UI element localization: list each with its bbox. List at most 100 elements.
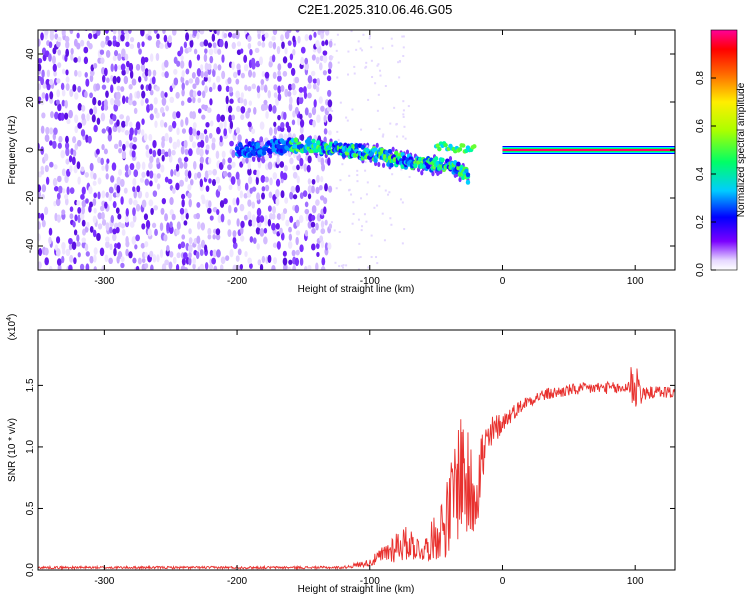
noise-blob — [111, 162, 117, 171]
noise-blob — [318, 96, 323, 104]
noise-blob — [247, 210, 252, 220]
noise-speck — [368, 35, 371, 38]
noise-blob — [65, 158, 70, 165]
noise-blob — [272, 71, 277, 80]
noise-blob — [170, 169, 174, 177]
noise-blob — [77, 85, 82, 93]
noise-blob — [116, 99, 121, 107]
noise-blob — [93, 124, 98, 133]
noise-blob — [69, 206, 74, 212]
noise-blob — [181, 70, 185, 78]
noise-blob — [133, 189, 137, 199]
noise-blob — [289, 96, 293, 105]
noise-blob — [132, 214, 137, 223]
noise-blob — [110, 215, 115, 224]
noise-blob — [236, 197, 240, 206]
noise-blob — [311, 106, 317, 116]
noise-blob — [144, 263, 149, 269]
noise-blob — [97, 212, 102, 220]
noise-blob — [110, 74, 114, 82]
noise-blob — [171, 213, 176, 221]
noise-blob — [307, 178, 311, 185]
noise-blob — [112, 114, 117, 122]
noise-blob — [187, 184, 192, 191]
noise-blob — [259, 136, 264, 143]
noise-blob — [255, 176, 259, 185]
y-tick-label: 0 — [25, 147, 36, 153]
noise-blob — [196, 171, 202, 179]
noise-blob — [261, 192, 265, 200]
noise-blob — [268, 103, 273, 112]
noise-blob — [144, 56, 149, 63]
noise-blob — [112, 35, 117, 41]
noise-blob — [76, 234, 80, 242]
colorbar-tick-label: 0.8 — [695, 71, 706, 85]
noise-blob — [201, 90, 206, 99]
noise-blob — [145, 84, 149, 92]
noise-blob — [267, 161, 273, 170]
noise-speck — [383, 239, 386, 242]
noise-blob — [209, 120, 214, 127]
noise-speck — [360, 229, 363, 232]
noise-blob — [191, 141, 197, 149]
noise-blob — [49, 265, 53, 270]
noise-blob — [161, 136, 166, 142]
noise-speck — [331, 55, 334, 58]
noise-blob — [148, 199, 154, 207]
noise-blob — [154, 120, 158, 128]
noise-blob — [213, 265, 218, 270]
noise-speck — [407, 105, 410, 108]
noise-blob — [175, 228, 180, 236]
noise-blob — [228, 105, 233, 114]
noise-blob — [64, 35, 70, 43]
noise-blob — [128, 84, 133, 90]
noise-blob — [260, 156, 266, 164]
noise-blob — [183, 156, 189, 162]
noise-blob — [289, 215, 294, 223]
noise-blob — [212, 82, 216, 90]
noise-blob — [132, 199, 138, 206]
noise-blob — [224, 40, 229, 49]
noise-blob — [244, 250, 248, 258]
noise-blob — [257, 91, 261, 99]
noise-speck — [367, 98, 370, 101]
noise-blob — [58, 135, 63, 143]
noise-blob — [61, 168, 66, 177]
noise-blob — [164, 176, 169, 183]
noise-blob — [264, 71, 270, 79]
noise-blob — [48, 53, 52, 62]
noise-speck — [402, 35, 405, 38]
noise-blob — [38, 184, 42, 193]
noise-blob — [137, 41, 141, 49]
noise-speck — [402, 54, 405, 57]
noise-blob — [179, 161, 184, 169]
noise-blob — [57, 175, 62, 183]
signal-blob — [387, 148, 393, 154]
noise-blob — [240, 220, 245, 229]
noise-blob — [100, 112, 106, 122]
noise-blob — [38, 38, 41, 47]
noise-blob — [185, 68, 190, 75]
noise-blob — [263, 236, 268, 245]
noise-speck — [365, 220, 368, 223]
noise-speck — [398, 76, 401, 79]
noise-blob — [257, 259, 262, 266]
noise-speck — [359, 47, 362, 50]
noise-blob — [283, 111, 287, 121]
noise-blob — [54, 212, 58, 222]
noise-blob — [305, 213, 310, 222]
noise-speck — [400, 168, 403, 171]
noise-blob — [141, 257, 146, 264]
noise-blob — [135, 63, 141, 71]
noise-blob — [322, 54, 328, 64]
noise-blob — [247, 199, 252, 207]
noise-blob — [204, 134, 209, 144]
noise-blob — [232, 242, 238, 250]
noise-blob — [131, 236, 137, 245]
noise-blob — [112, 30, 117, 35]
noise-blob — [38, 63, 42, 72]
noise-blob — [318, 184, 323, 191]
noise-blob — [97, 191, 101, 200]
noise-blob — [308, 112, 312, 119]
noise-blob — [64, 193, 69, 200]
